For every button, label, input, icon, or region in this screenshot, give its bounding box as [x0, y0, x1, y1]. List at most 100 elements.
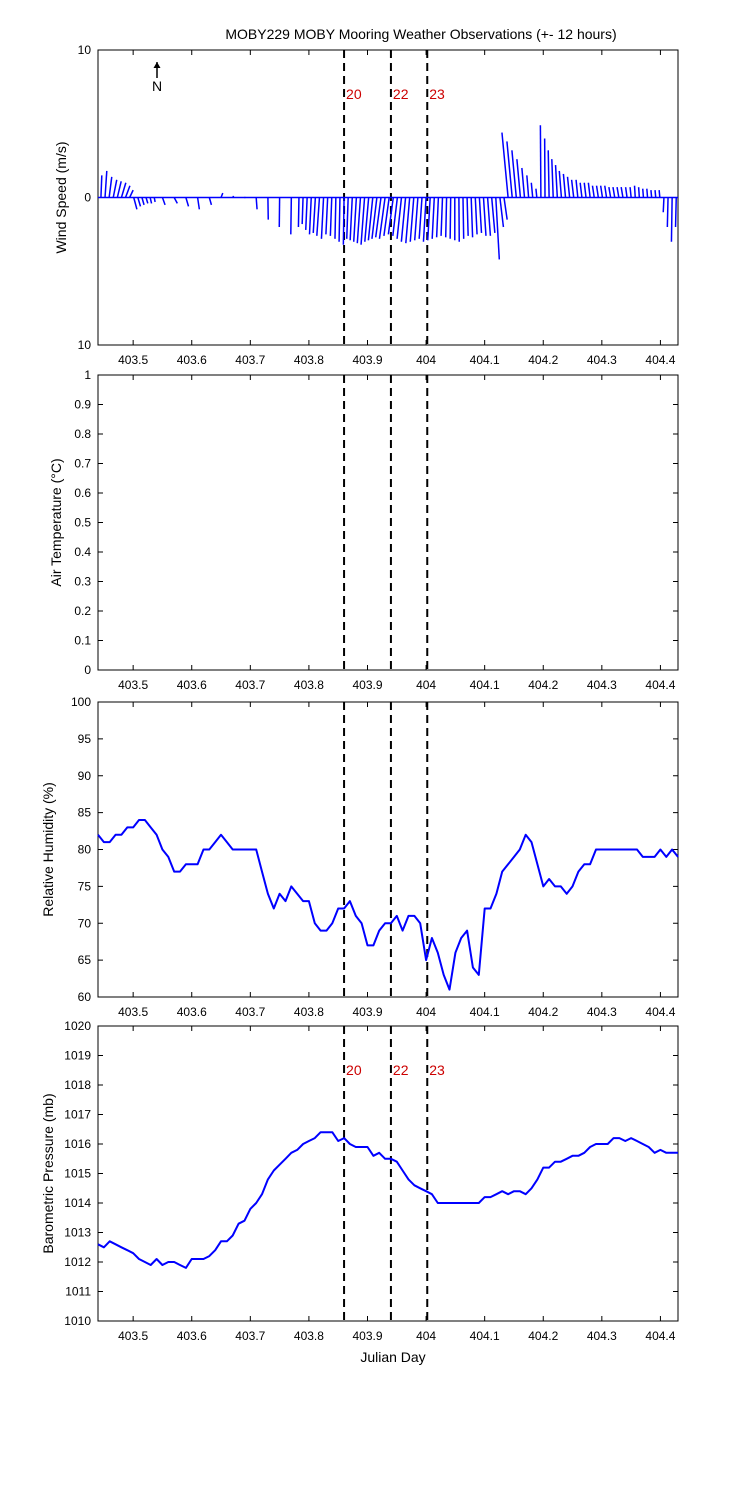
wind-stick — [516, 159, 522, 198]
wind-stick — [595, 185, 600, 198]
wind-stick — [490, 197, 496, 233]
wind-stick — [141, 197, 145, 206]
wind-stick — [334, 197, 337, 239]
figure-title: MOBY229 MOBY Mooring Weather Observation… — [225, 26, 616, 42]
wind-stick — [312, 197, 317, 233]
wind-stick — [255, 197, 258, 210]
wind-stick — [396, 197, 403, 239]
wind-stick — [444, 197, 448, 238]
wind-stick — [579, 182, 583, 198]
y-tick-label: 1019 — [64, 1049, 91, 1063]
x-tick-label: 404.1 — [470, 678, 500, 692]
wind-stick — [185, 197, 190, 207]
x-tick-label: 404 — [416, 1005, 436, 1019]
wind-stick — [100, 175, 103, 198]
wind-stick — [208, 197, 213, 206]
wind-stick — [470, 197, 474, 238]
wind-stick — [616, 187, 620, 198]
wind-stick — [325, 197, 329, 235]
wind-stick — [374, 197, 382, 238]
x-tick-label: 404.3 — [587, 353, 617, 367]
wind-stick — [329, 197, 333, 236]
wind-stick — [124, 185, 131, 198]
wind-stick — [562, 173, 567, 198]
panel-2: 403.5 403.6 403.7 403.8 403.9 404 404.1 404.2 40… — [48, 368, 679, 692]
wind-stick — [654, 190, 657, 198]
wind-stick — [482, 197, 487, 236]
wind-stick — [604, 185, 608, 198]
wind-stick — [349, 197, 354, 241]
event-marker-label: 23 — [429, 86, 445, 102]
wind-stick — [501, 132, 509, 198]
wind-stick — [629, 187, 632, 198]
y-tick-label: 1016 — [64, 1137, 91, 1151]
wind-stick — [474, 197, 478, 235]
y-tick-label: 0.5 — [74, 516, 91, 530]
wind-stick — [392, 197, 399, 236]
wind-stick — [554, 165, 559, 198]
x-tick-label: 404.2 — [528, 1329, 558, 1343]
plot-area — [97, 701, 679, 998]
panel-3: 403.5 403.6 403.7 403.8 403.9 404 404.1 404.2 40… — [40, 695, 679, 1019]
wind-stick — [575, 179, 579, 198]
wind-stick — [486, 197, 492, 236]
plot-area — [97, 1025, 679, 1322]
x-tick-label: 404.2 — [528, 353, 558, 367]
x-tick-label: 404.3 — [587, 1329, 617, 1343]
series-line — [97, 819, 679, 991]
wind-stick — [591, 185, 595, 198]
x-tick-label: 404.1 — [470, 1005, 500, 1019]
north-arrow-head — [153, 62, 161, 68]
wind-stick — [104, 170, 108, 198]
x-tick-label: 403.7 — [235, 1005, 265, 1019]
y-tick-label: 80 — [78, 843, 92, 857]
x-tick-label: 404.4 — [645, 678, 675, 692]
wind-stick — [346, 197, 349, 239]
y-tick-label: 1011 — [65, 1285, 91, 1299]
y-tick-label: 60 — [78, 990, 92, 1004]
x-tick-label: 403.6 — [177, 1329, 207, 1343]
wind-stick — [108, 176, 113, 198]
x-tick-label: 404.2 — [528, 1005, 558, 1019]
event-marker-label: 20 — [346, 86, 362, 102]
x-tick-label: 404 — [416, 353, 436, 367]
wind-stick — [232, 195, 235, 198]
wind-stick — [137, 197, 142, 207]
y-tick-label: 1017 — [64, 1108, 91, 1122]
y-tick-label: 1013 — [64, 1226, 91, 1240]
y-tick-label: 1015 — [64, 1167, 91, 1181]
x-tick-label: 403.7 — [235, 353, 265, 367]
wind-stick — [426, 197, 431, 241]
wind-stick — [462, 197, 465, 239]
wind-stick — [153, 197, 156, 203]
x-tick-label: 403.7 — [235, 678, 265, 692]
y-tick-label: 1014 — [64, 1196, 91, 1210]
wind-stick — [304, 197, 308, 230]
wind-stick — [511, 150, 518, 198]
wind-stick — [539, 125, 542, 198]
x-tick-label: 403.8 — [294, 1005, 324, 1019]
event-marker-label: 22 — [393, 1062, 409, 1078]
wind-stick — [624, 187, 628, 198]
wind-stick — [530, 182, 534, 198]
y-axis-label: Barometric Pressure (mb) — [40, 1093, 56, 1253]
wind-stick — [440, 197, 444, 236]
x-tick-label: 403.6 — [177, 1005, 207, 1019]
y-tick-label: 0.8 — [74, 427, 91, 441]
wind-stick — [297, 197, 300, 228]
wind-stick — [120, 182, 127, 198]
wind-stick — [413, 197, 419, 241]
x-tick-label: 403.5 — [118, 353, 148, 367]
wind-stick — [599, 185, 604, 198]
wind-stick — [650, 190, 653, 198]
wind-stick — [387, 197, 395, 235]
y-tick-label: 1018 — [64, 1078, 91, 1092]
wind-stick — [558, 170, 563, 198]
x-tick-label: 404.4 — [645, 1005, 675, 1019]
wind-stick — [128, 189, 134, 198]
x-tick-label: 403.9 — [352, 678, 382, 692]
wind-stick — [308, 197, 313, 235]
wind-stick — [670, 197, 673, 242]
x-tick-label: 403.9 — [352, 1005, 382, 1019]
